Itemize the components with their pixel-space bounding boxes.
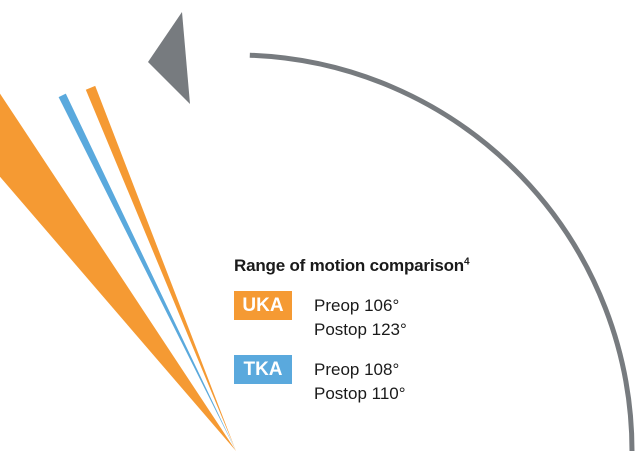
uka-postop-wedge xyxy=(0,93,236,451)
uka-badge: UKA xyxy=(234,291,292,320)
motion-arrowhead-icon xyxy=(148,12,190,104)
legend: Range of motion comparison4 UKA Preop 10… xyxy=(234,256,614,422)
legend-title-superscript: 4 xyxy=(463,256,470,268)
uka-values: Preop 106° Postop 123° xyxy=(314,294,407,342)
tka-preop-value: Preop 108° xyxy=(314,360,400,379)
motion-arc xyxy=(249,52,635,452)
uka-preop-wedge xyxy=(85,85,236,452)
tka-postop-value: Postop 110° xyxy=(314,384,406,403)
tka-values: Preop 108° Postop 110° xyxy=(314,358,406,406)
legend-entry-tka: TKA Preop 108° Postop 110° xyxy=(234,355,614,406)
legend-title-text: Range of motion comparison xyxy=(234,256,464,275)
uka-preop-value: Preop 106° xyxy=(314,296,400,315)
legend-entry-uka: UKA Preop 106° Postop 123° xyxy=(234,291,614,342)
uka-postop-value: Postop 123° xyxy=(314,320,407,339)
tka-postop-wedge xyxy=(58,93,236,451)
legend-title: Range of motion comparison4 xyxy=(234,256,614,276)
tka-badge: TKA xyxy=(234,355,292,384)
